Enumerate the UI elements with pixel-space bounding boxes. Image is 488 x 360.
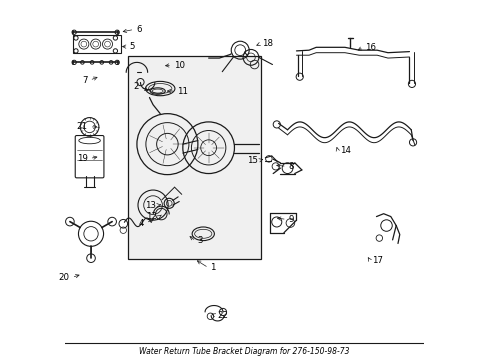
Text: 12: 12 [146,212,157,221]
Text: 11: 11 [177,86,188,95]
Text: 22: 22 [217,311,228,320]
Text: 8: 8 [288,162,293,171]
Text: 19: 19 [77,154,88,163]
Text: 14: 14 [339,146,350,155]
Text: 5: 5 [129,42,135,51]
Text: 15: 15 [246,156,257,165]
Text: Water Return Tube Bracket Diagram for 276-150-98-73: Water Return Tube Bracket Diagram for 27… [139,347,349,356]
Text: 13: 13 [144,201,156,210]
Text: 16: 16 [365,43,376,52]
Text: 4: 4 [138,219,144,228]
Text: 3: 3 [198,237,203,246]
Text: 6: 6 [136,25,142,34]
Text: 10: 10 [174,61,184,70]
Text: 18: 18 [262,39,273,48]
Text: 17: 17 [371,256,382,265]
Text: 9: 9 [288,215,293,224]
Bar [128,56,260,259]
Text: 21: 21 [77,122,88,131]
Text: 20: 20 [59,273,70,282]
Text: 2: 2 [133,82,139,91]
Text: 1: 1 [210,264,216,273]
Text: 7: 7 [82,76,88,85]
Bar [73,36,121,53]
